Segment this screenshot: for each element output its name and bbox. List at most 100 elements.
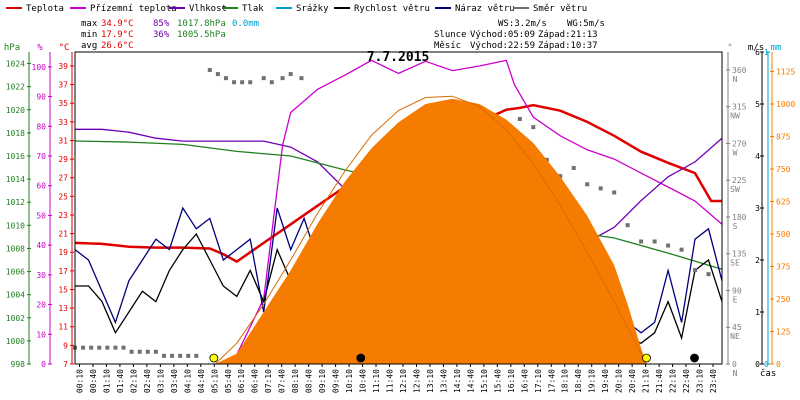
wind-axis-tick-label: 1 [755, 308, 760, 317]
sun-rise: Východ:05:09 [470, 30, 535, 40]
x-tick-label: 08:40 [305, 369, 314, 393]
legend-label: Tlak [242, 4, 264, 14]
series-teoretick-z-en--line [214, 95, 647, 365]
series-sm-r-v-tru-point [598, 186, 603, 191]
temperature-axis-tick-label: 19 [58, 248, 68, 257]
x-tick-label: 06:10 [237, 369, 246, 393]
pressure-axis-tick-label: 1008 [6, 244, 25, 253]
temperature-axis-tick-label: 25 [58, 192, 68, 201]
humidity-axis-tick-label: 70 [36, 152, 46, 161]
x-tick-label: 19:10 [588, 369, 597, 393]
stat-min-temp: 17.9°C [101, 30, 134, 40]
wind-ws: WS:3.2m/s [498, 19, 547, 29]
x-tick-label: 20:10 [615, 369, 624, 393]
series-sm-r-v-tru-point [137, 349, 142, 354]
x-tick-label: 02:10 [129, 369, 138, 393]
humidity-axis-tick-label: 60 [36, 182, 46, 191]
direction-axis-direction-label: SW [730, 185, 740, 194]
x-tick-label: 16:40 [520, 369, 529, 393]
wind-axis-tick-label: 0 [755, 360, 760, 369]
x-tick-label: 09:10 [318, 369, 327, 393]
x-tick-label: 23:10 [696, 369, 705, 393]
wind-sun-panel: WS:3.2m/s WG:5m/s Slunce Východ:05:09 Zá… [434, 19, 605, 51]
marker-sunrise [209, 353, 219, 363]
plot-area [73, 59, 723, 365]
temperature-axis-unit: °C [59, 43, 70, 53]
moon-label: Měsíc [434, 41, 461, 51]
x-tick-label: 06:40 [251, 369, 260, 393]
x-tick-label: 13:10 [426, 369, 435, 393]
humidity-axis-tick-label: 30 [36, 271, 46, 280]
solar-axis-tick-label: 250 [776, 295, 791, 304]
x-tick-label: 14:40 [466, 369, 475, 393]
x-tick-label: 00:10 [75, 369, 84, 393]
x-tick-label: 08:10 [291, 369, 300, 393]
direction-axis-direction-label: NW [730, 112, 740, 121]
stat-min-press: 1005.5hPa [177, 30, 226, 40]
direction-axis-direction-label: NE [730, 332, 740, 341]
pressure-axis-tick-label: 1006 [6, 268, 25, 277]
x-tick-label: 18:40 [574, 369, 583, 393]
x-tick-label: 01:10 [102, 369, 111, 393]
x-tick-label: 17:10 [534, 369, 543, 393]
wind-axis-tick-label: 4 [755, 152, 760, 161]
x-tick-label: 15:10 [480, 369, 489, 393]
stat-max-rain: 0.0mm [232, 19, 259, 29]
wind-axis-tick-label: 3 [755, 204, 760, 213]
plot-frame [74, 51, 723, 365]
x-tick-label: 21:10 [642, 369, 651, 393]
pressure-axis-tick-label: 1000 [6, 337, 25, 346]
stat-min-label: min [81, 30, 97, 40]
temperature-axis-tick-label: 7 [63, 360, 68, 369]
x-tick-label: 10:10 [345, 369, 354, 393]
solar-axis-tick-label: 750 [776, 165, 791, 174]
humidity-axis-tick-label: 90 [36, 93, 46, 102]
pressure-axis-tick-label: 1022 [6, 83, 25, 92]
x-tick-label: 22:10 [669, 369, 678, 393]
moon-set: Západ:10:37 [538, 41, 598, 51]
stat-max-hum: 85% [153, 19, 170, 29]
humidity-axis-tick-label: 80 [36, 122, 46, 131]
direction-axis-direction-label: N [733, 75, 738, 84]
series-sm-r-v-tru-point [105, 345, 110, 350]
series-sm-r-v-tru-point [215, 72, 220, 77]
series-sm-r-v-tru-point [639, 239, 644, 244]
solar-axis-tick-label: 0 [776, 360, 781, 369]
stat-max-press: 1017.8hPa [177, 19, 226, 29]
series-sm-r-v-tru-point [145, 349, 150, 354]
series-sm-r-v-tru-point [207, 67, 212, 72]
pressure-axis-tick-label: 998 [11, 360, 26, 369]
humidity-axis-tick-label: 0 [41, 360, 46, 369]
legend-label: Teplota [26, 4, 64, 14]
humidity-axis-tick-label: 100 [32, 63, 47, 72]
x-tick-label: 18:10 [561, 369, 570, 393]
x-tick-label: 04:10 [183, 369, 192, 393]
marker-moonrise [690, 353, 699, 363]
direction-axis-tick-label: 270 [732, 139, 747, 148]
series-sm-r-v-tru-point [113, 345, 118, 350]
direction-axis-tick-label: 90 [732, 286, 742, 295]
series-sm-r-v-tru-point [666, 243, 671, 248]
direction-axis-tick-label: 315 [732, 103, 747, 112]
x-tick-label: 00:40 [89, 369, 98, 393]
temperature-axis-tick-label: 35 [58, 99, 68, 108]
humidity-axis-unit: % [37, 43, 43, 53]
direction-axis-direction-label: SE [730, 259, 740, 268]
temperature-axis-tick-label: 17 [58, 267, 68, 276]
series-sm-r-v-tru-point [679, 247, 684, 252]
temperature-axis-tick-label: 27 [58, 174, 68, 183]
temperature-axis-tick-label: 29 [58, 155, 68, 164]
stat-avg-temp: 26.6°C [101, 41, 134, 51]
direction-axis-direction-label: S [733, 222, 738, 231]
axes: 9981000100210041006100810101012101410161… [4, 43, 796, 393]
series-sm-r-v-tru-point [625, 223, 630, 228]
x-tick-label: 13:40 [439, 369, 448, 393]
series-sm-r-v-tru-point [170, 353, 175, 358]
legend-label: Přízemní teplota [90, 4, 177, 14]
solar-axis-tick-label: 1000 [776, 100, 795, 109]
sun-set: Západ:21:13 [538, 30, 598, 40]
solar-axis-tick-label: 125 [776, 328, 791, 337]
x-tick-label: 02:40 [143, 369, 152, 393]
legend-label: Rychlost větru [354, 4, 430, 14]
